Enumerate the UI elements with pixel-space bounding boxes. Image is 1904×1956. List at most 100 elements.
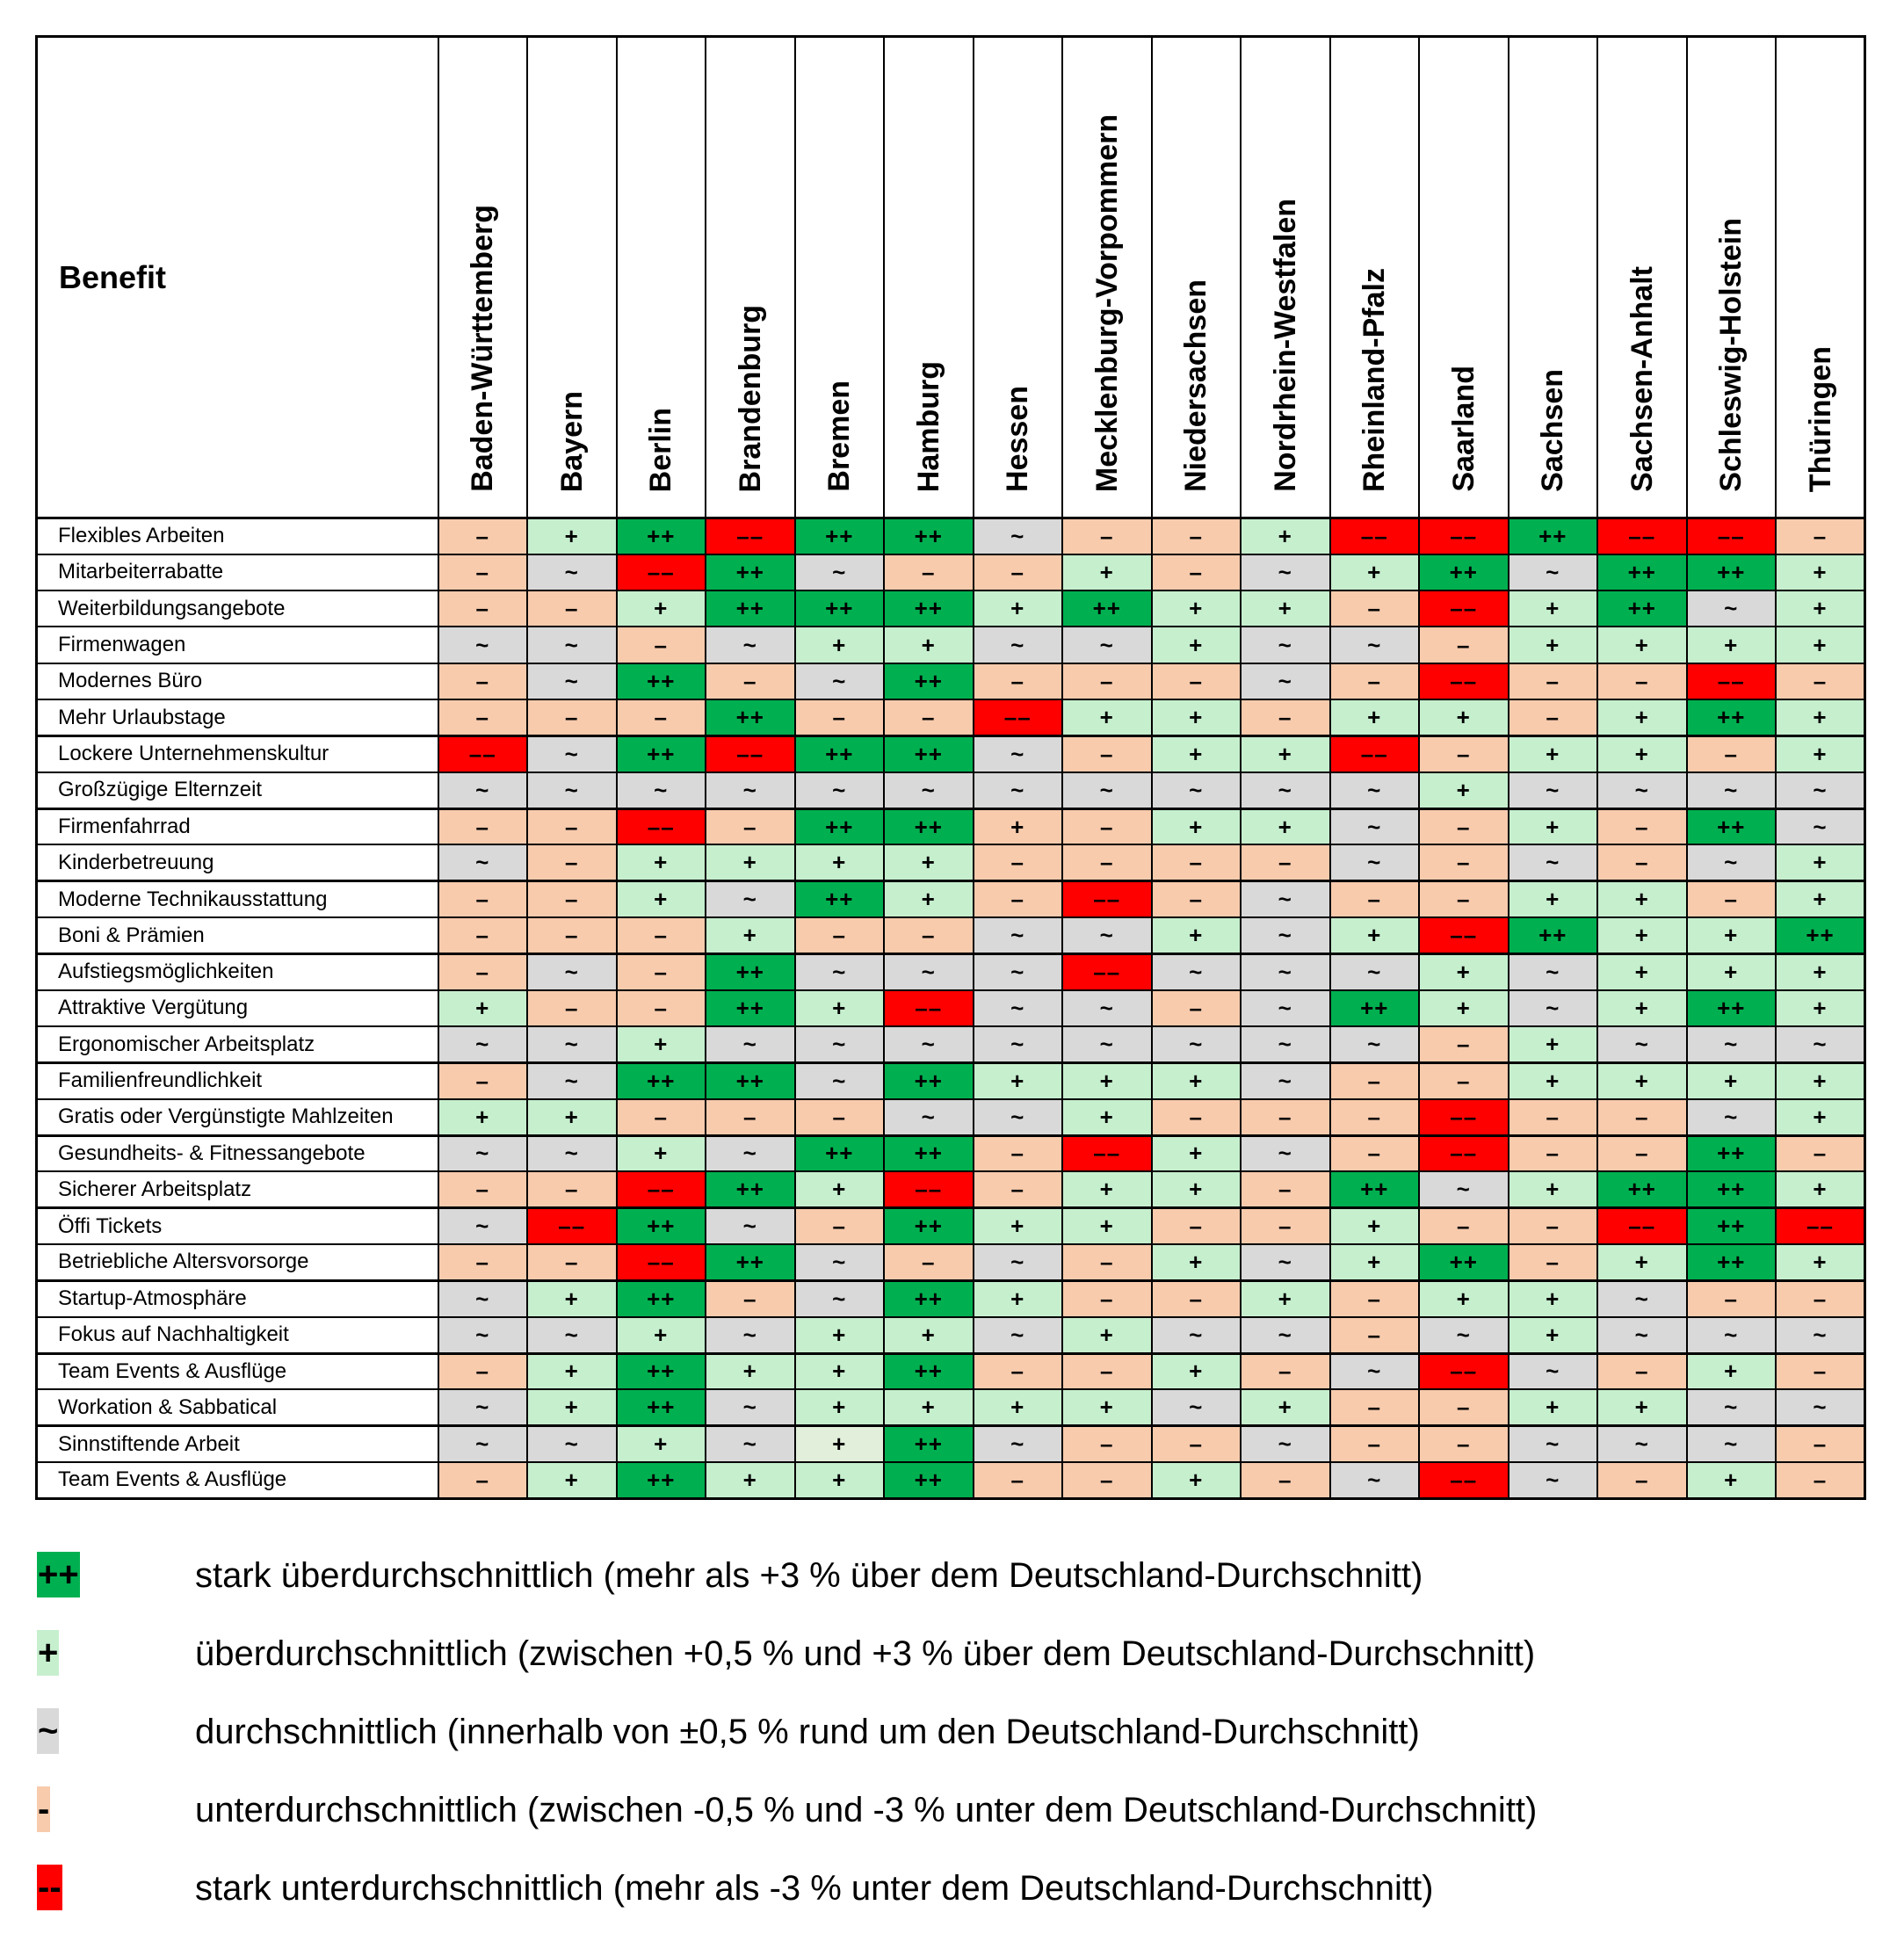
matrix-cell: ++ (705, 1170, 796, 1209)
matrix-cell: ~ (972, 916, 1063, 955)
column-header-nordrhein-westfalen: Nordrhein-Westfalen (1240, 35, 1331, 519)
matrix-cell: ~ (705, 1388, 796, 1427)
matrix-cell: – (1775, 517, 1866, 555)
column-header-label: Nordrhein-Westfalen (1268, 199, 1302, 492)
matrix-cell: + (1061, 1388, 1153, 1427)
matrix-cell: – (526, 880, 618, 919)
matrix-row-gratis-oder-verg-nstigte-mahlzeiten: Gratis oder Vergünstigte Mahlzeiten + + – – –… (35, 1098, 1866, 1137)
matrix-cell: – (1240, 699, 1331, 737)
matrix-cell: ++ (1685, 1243, 1777, 1282)
matrix-cell: –– (1418, 1098, 1509, 1137)
matrix-cell: – (1061, 662, 1153, 701)
column-header-label: Baden-Württemberg (466, 205, 500, 492)
matrix-cell: ++ (615, 734, 706, 773)
matrix-cell: ++ (883, 1279, 974, 1318)
matrix-cell: – (615, 989, 706, 1028)
matrix-cell: ~ (526, 1134, 618, 1173)
matrix-cell: – (437, 590, 528, 628)
matrix-row-attraktive-verg-tung: Attraktive Vergütung + – – ++ + –– ~ ~ – ~ ++ + ~ + ++ + (35, 989, 1866, 1028)
matrix-cell: – (972, 1134, 1063, 1173)
matrix-cell: – (972, 844, 1063, 882)
matrix-cell: –– (615, 553, 706, 592)
row-label: Team Events & Ausflüge (35, 1461, 439, 1500)
matrix-cell: ~ (793, 553, 885, 592)
matrix-cell: –– (883, 1170, 974, 1209)
matrix-cell: + (1240, 1279, 1331, 1318)
matrix-cell: ~ (1685, 844, 1777, 882)
matrix-cell: ++ (615, 517, 706, 555)
matrix-cell: + (1507, 1170, 1598, 1209)
matrix-cell: – (1775, 1461, 1866, 1500)
matrix-cell: ++ (1418, 1243, 1509, 1282)
matrix-cell: – (1418, 1025, 1509, 1064)
matrix-cell: ++ (1685, 699, 1777, 737)
matrix-cell: ~ (793, 1243, 885, 1282)
matrix-cell: – (1328, 1061, 1420, 1100)
row-label: Gratis oder Vergünstigte Mahlzeiten (35, 1098, 439, 1137)
matrix-cell: + (1150, 734, 1242, 773)
matrix-cell: ++ (883, 517, 974, 555)
benefits-matrix-table: Benefit Baden-Württemberg Bayern Berlin Bra… (35, 35, 1866, 1500)
matrix-cell: – (615, 699, 706, 737)
matrix-cell: ~ (1775, 1025, 1866, 1064)
matrix-row-workation-sabbatical: Workation & Sabbatical ~ + ++ ~ + + + + ~ + – – + + ~ ~ (35, 1388, 1866, 1427)
matrix-cell: – (1061, 734, 1153, 773)
matrix-cell: – (1328, 1388, 1420, 1427)
matrix-cell: ~ (1685, 590, 1777, 628)
matrix-cell: – (1240, 1098, 1331, 1137)
matrix-cell: + (1685, 626, 1777, 664)
matrix-cell: ~ (1328, 771, 1420, 810)
matrix-cell: ++ (883, 807, 974, 846)
matrix-cell: + (1150, 699, 1242, 737)
matrix-cell: ++ (883, 590, 974, 628)
matrix-cell: –– (1418, 916, 1509, 955)
matrix-cell: + (1507, 1061, 1598, 1100)
matrix-cell: – (526, 1243, 618, 1282)
matrix-cell: ++ (793, 517, 885, 555)
matrix-cell: ~ (1596, 1424, 1688, 1464)
matrix-cell: – (1328, 1098, 1420, 1137)
matrix-cell: ~ (1775, 807, 1866, 846)
matrix-cell: – (793, 699, 885, 737)
matrix-cell: ~ (793, 1061, 885, 1100)
matrix-cell: ~ (526, 734, 618, 773)
row-label: Aufstiegsmöglichkeiten (35, 952, 439, 991)
matrix-cell: + (1150, 1243, 1242, 1282)
matrix-cell: + (1240, 590, 1331, 628)
row-label: Weiterbildungsangebote (35, 590, 439, 628)
matrix-cell: –– (1596, 517, 1688, 555)
matrix-row-betriebliche-altersvorsorge: Betriebliche Altersvorsorge – – –– ++ ~ – ~ – + ~ +… (35, 1243, 1866, 1282)
matrix-cell: – (1775, 1134, 1866, 1173)
matrix-row-familienfreundlichkeit: Familienfreundlichkeit – ~ ++ ++ ~ ++ + + + ~ – – + + +… (35, 1061, 1866, 1100)
column-header-niedersachsen: Niedersachsen (1150, 35, 1242, 519)
matrix-cell: ++ (883, 734, 974, 773)
matrix-cell: + (1061, 1170, 1153, 1209)
matrix-cell: + (972, 590, 1063, 628)
matrix-cell: + (1061, 1206, 1153, 1246)
matrix-cell: –– (972, 699, 1063, 737)
matrix-cell: + (1150, 1170, 1242, 1209)
legend-text: durchschnittlich (innerhalb von ±0,5 % r… (195, 1713, 1420, 1751)
matrix-row-kinderbetreuung: Kinderbetreuung ~ – + + + + – – – – ~ – ~ – ~ + (35, 844, 1866, 882)
matrix-cell: + (1775, 952, 1866, 991)
matrix-cell: + (1775, 1061, 1866, 1100)
column-header-label: Mecklenburg-Vorpommern (1090, 113, 1124, 492)
matrix-cell: – (1596, 1134, 1688, 1173)
matrix-cell: ~ (1685, 1424, 1777, 1464)
matrix-cell: + (1150, 1134, 1242, 1173)
matrix-cell: – (1328, 590, 1420, 628)
matrix-cell: – (437, 553, 528, 592)
column-header-schleswig-holstein: Schleswig-Holstein (1685, 35, 1777, 519)
matrix-cell: ~ (972, 1098, 1063, 1137)
matrix-cell: ~ (705, 1206, 796, 1246)
matrix-cell: + (1150, 626, 1242, 664)
matrix-cell: –– (526, 1206, 618, 1246)
matrix-row-gro-z-gige-elternzeit: Großzügige Elternzeit ~ ~ ~ ~ ~ ~ ~ ~ ~ ~ ~ + ~ ~ ~ ~ (35, 771, 1866, 810)
legend-text: stark unterdurchschnittlich (mehr als -3… (195, 1869, 1434, 1908)
column-header-hessen: Hessen (972, 35, 1063, 519)
matrix-cell: + (615, 1315, 706, 1355)
matrix-cell: –– (1418, 1351, 1509, 1391)
matrix-cell: ~ (1418, 1315, 1509, 1355)
matrix-cell: – (526, 699, 618, 737)
matrix-cell: ~ (1328, 807, 1420, 846)
